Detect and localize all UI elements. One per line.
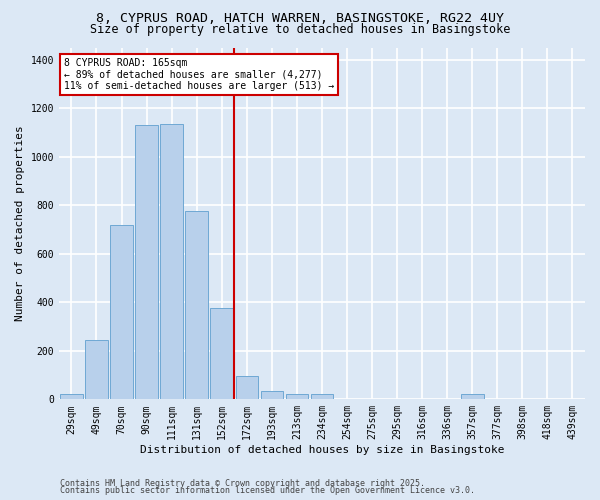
Bar [185,212,208,400]
Bar [60,394,83,400]
Text: Size of property relative to detached houses in Basingstoke: Size of property relative to detached ho… [90,22,510,36]
Bar [160,124,183,400]
Text: 8 CYPRUS ROAD: 165sqm
← 89% of detached houses are smaller (4,277)
11% of semi-d: 8 CYPRUS ROAD: 165sqm ← 89% of detached … [64,58,334,92]
Text: Contains HM Land Registry data © Crown copyright and database right 2025.: Contains HM Land Registry data © Crown c… [60,478,425,488]
Bar [136,125,158,400]
Bar [85,340,108,400]
Bar [211,308,233,400]
Bar [260,391,283,400]
Bar [311,394,333,400]
Bar [461,394,484,400]
Text: 8, CYPRUS ROAD, HATCH WARREN, BASINGSTOKE, RG22 4UY: 8, CYPRUS ROAD, HATCH WARREN, BASINGSTOK… [96,12,504,26]
Bar [286,394,308,400]
Text: Contains public sector information licensed under the Open Government Licence v3: Contains public sector information licen… [60,486,475,495]
X-axis label: Distribution of detached houses by size in Basingstoke: Distribution of detached houses by size … [140,445,504,455]
Bar [110,224,133,400]
Bar [236,376,258,400]
Y-axis label: Number of detached properties: Number of detached properties [15,126,25,322]
